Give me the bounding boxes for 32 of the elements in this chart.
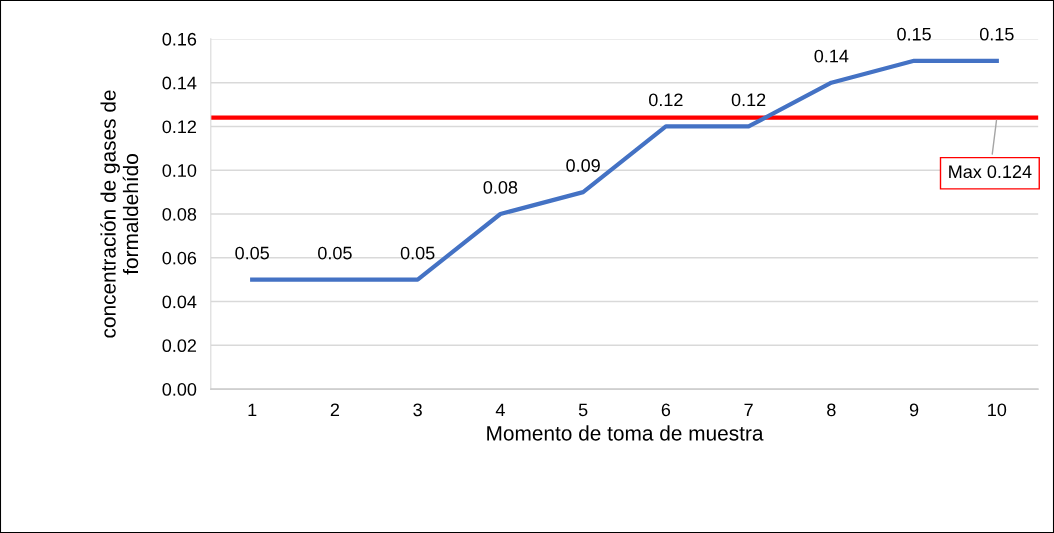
x-tick-label: 7 (744, 403, 753, 417)
x-axis-title: Momento de toma de muestra (487, 425, 764, 441)
y-tick-label: 0.00 (162, 383, 197, 396)
data-label: 0.12 (649, 93, 683, 107)
y-tick-label: 0.02 (162, 339, 197, 353)
x-tick-label: 8 (827, 403, 836, 417)
y-tick-label: 0.06 (162, 251, 197, 265)
x-tick-label: 10 (988, 403, 1007, 417)
data-label: 0.05 (235, 246, 269, 260)
x-tick-label: 5 (578, 403, 588, 417)
data-label: 0.05 (318, 246, 352, 260)
data-label: 0.05 (400, 246, 435, 260)
data-label: 0.08 (483, 180, 518, 194)
y-tick-label: 0.12 (162, 120, 197, 134)
data-label: 0.15 (897, 27, 931, 41)
x-tick-label: 9 (909, 403, 919, 417)
y-tick-label: 0.08 (162, 207, 197, 221)
y-axis-title: concentración de gases de formaldehído (100, 90, 139, 338)
x-tick-label: 4 (495, 403, 505, 417)
data-label: 0.14 (814, 49, 849, 63)
x-tick-label: 2 (330, 403, 340, 417)
y-tick-label: 0.16 (162, 32, 197, 46)
x-tick-label: 1 (248, 403, 257, 417)
data-label: 0.12 (731, 93, 766, 107)
x-tick-label: 6 (661, 403, 671, 417)
data-label: 0.09 (566, 159, 600, 172)
y-tick-label: 0.14 (162, 76, 197, 90)
y-tick-label: 0.04 (162, 295, 197, 309)
ref-line-label: Max 0.124 (949, 165, 1032, 179)
x-tick-label: 3 (413, 403, 422, 417)
y-tick-label: 0.10 (162, 164, 197, 177)
data-label: 0.15 (979, 27, 1014, 41)
